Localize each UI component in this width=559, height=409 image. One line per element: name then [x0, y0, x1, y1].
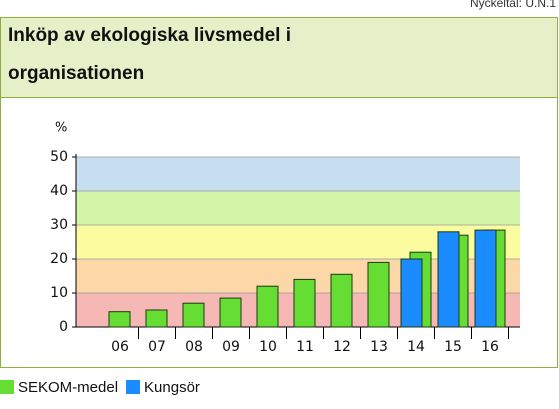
x-tick-label: 16 [481, 339, 499, 355]
bar [256, 285, 279, 328]
y-axis-label: % [55, 121, 67, 136]
top-note: Nyckeltal: U.N.1 [470, 0, 556, 10]
chart-title: Inköp av ekologiska livsmedel i organisat… [8, 25, 291, 84]
x-tick-label: 13 [370, 339, 388, 355]
bar [293, 278, 316, 328]
bar [182, 302, 205, 328]
bar [330, 273, 353, 328]
legend-label: SEKOM-medel [18, 379, 118, 396]
bar [437, 231, 460, 328]
y-tick-label: 20 [50, 251, 68, 267]
bar [145, 309, 168, 328]
legend-label: Kungsör [144, 379, 200, 396]
bar [108, 311, 131, 328]
x-tick-label: 08 [185, 339, 203, 355]
y-tick-label: 50 [50, 149, 68, 165]
bar [400, 258, 423, 328]
y-tick-label: 30 [50, 217, 68, 233]
legend-swatch [126, 380, 141, 394]
y-tick-label: 40 [50, 183, 68, 199]
x-tick-label: 07 [148, 339, 166, 355]
bar [219, 297, 242, 328]
bar [367, 261, 390, 328]
x-tick-label: 11 [296, 339, 314, 355]
bar [474, 229, 497, 328]
header [0, 17, 558, 98]
y-tick-label: 10 [50, 285, 68, 301]
band [76, 191, 520, 225]
x-tick-label: 09 [222, 339, 240, 355]
x-tick-label: 15 [444, 339, 462, 355]
x-tick-label: 06 [111, 339, 129, 355]
band [76, 157, 520, 191]
x-tick-label: 12 [333, 339, 351, 355]
x-tick-label: 14 [407, 339, 425, 355]
legend-swatch [0, 380, 14, 394]
y-tick-label: 0 [59, 319, 68, 335]
x-tick-label: 10 [259, 339, 277, 355]
